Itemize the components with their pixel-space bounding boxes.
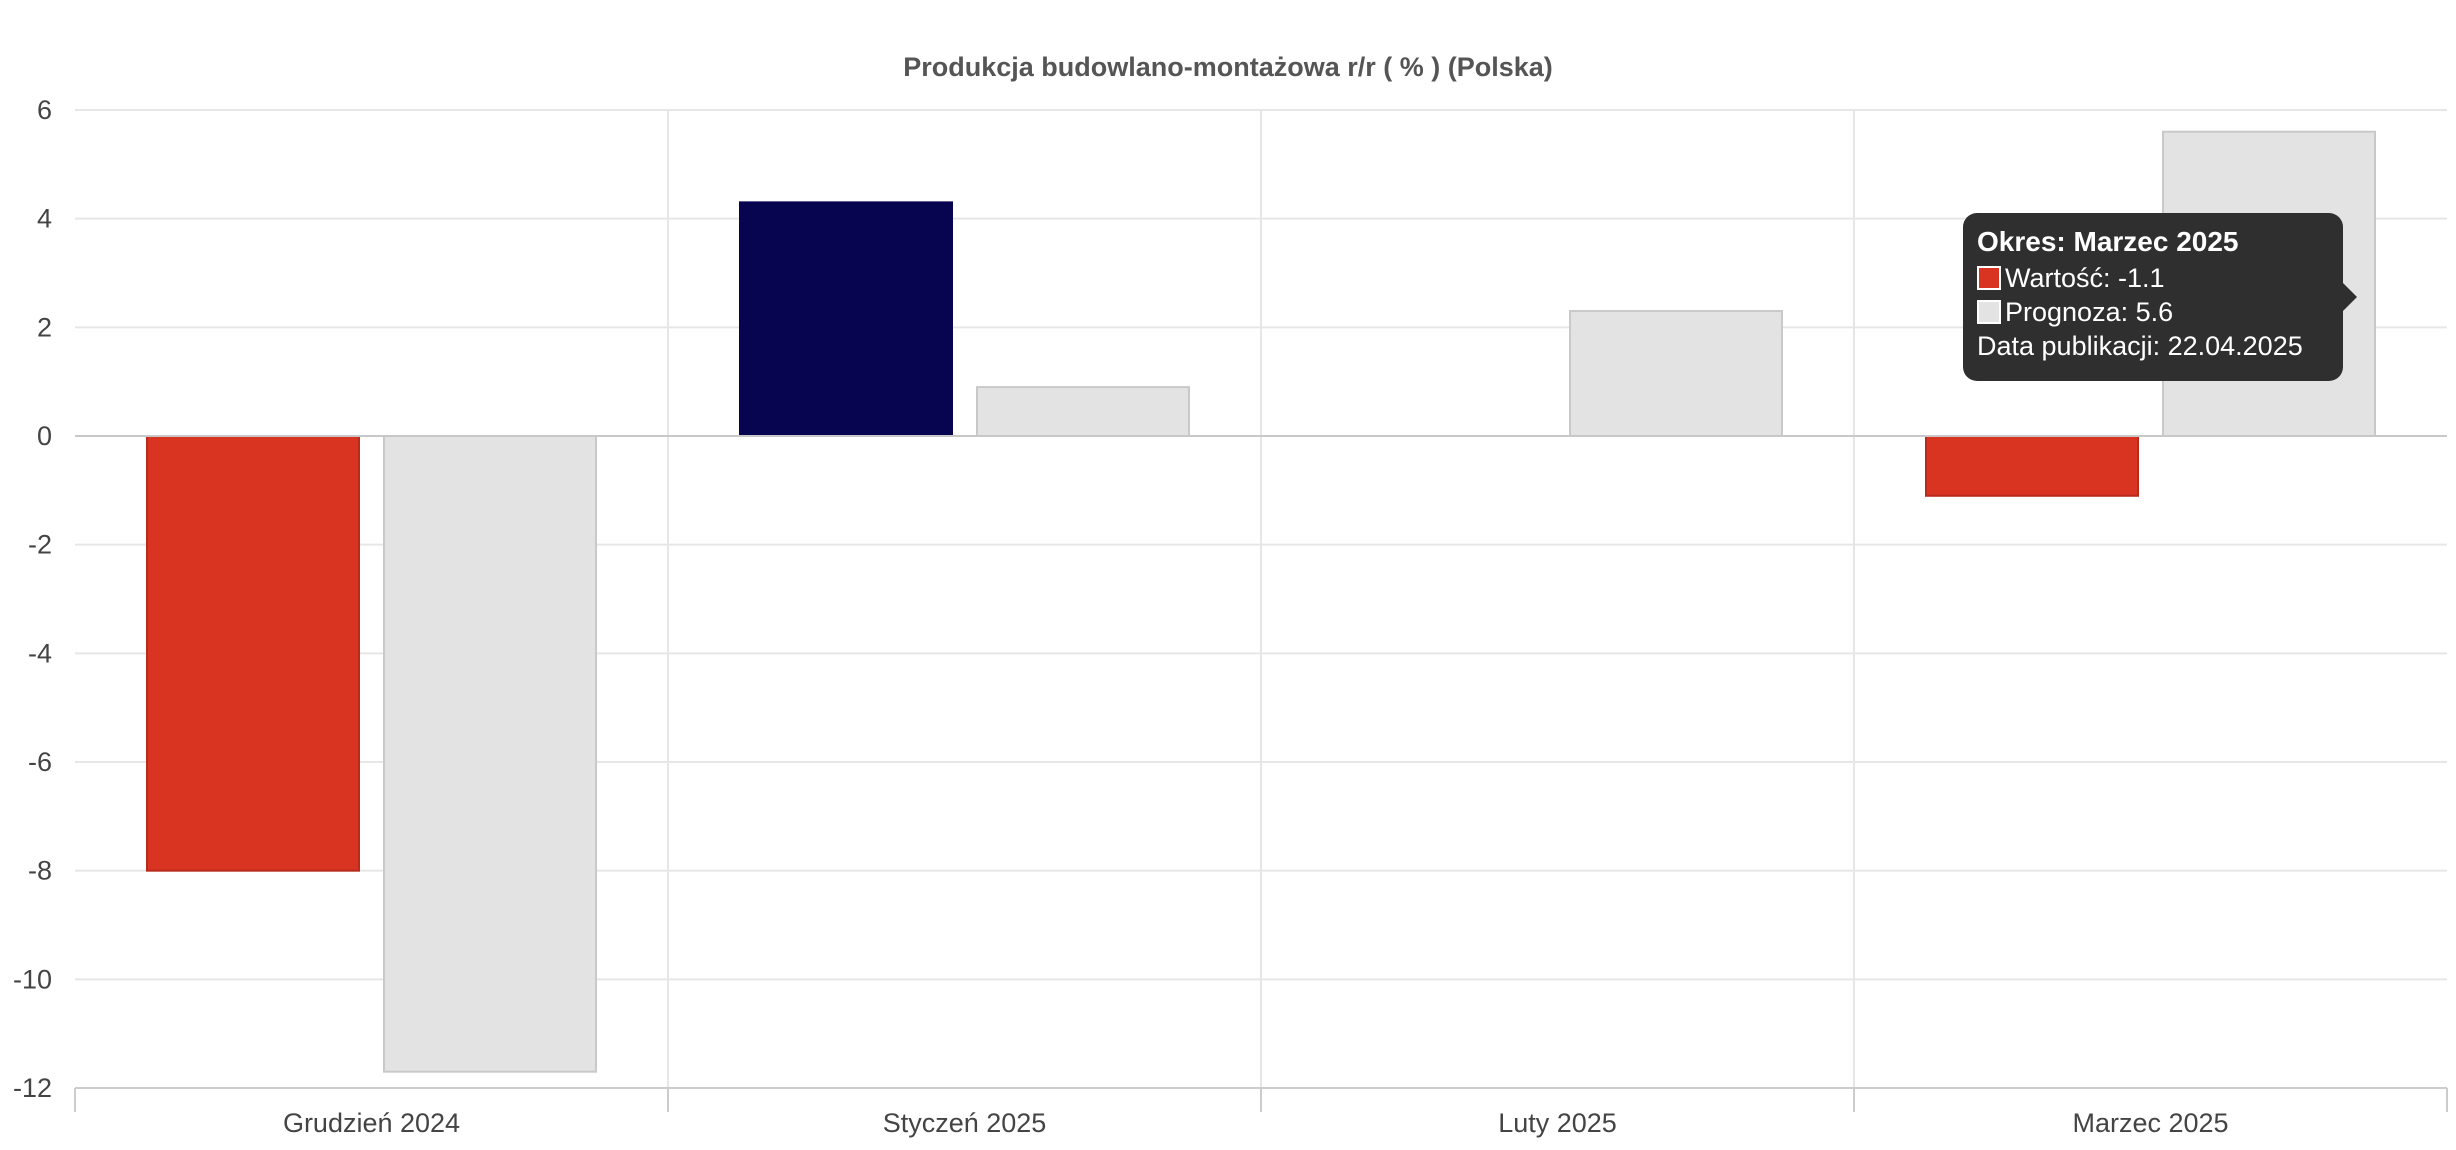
tooltip-forecast-label: Prognoza: 5.6 xyxy=(2005,297,2174,327)
bar-forecast xyxy=(383,435,597,1073)
x-tick-label: Luty 2025 xyxy=(1498,1108,1617,1138)
y-tick-label: 2 xyxy=(37,312,52,342)
forecast-swatch-icon xyxy=(1977,300,2001,324)
value-swatch-icon xyxy=(1977,266,2001,290)
tooltip-forecast-row: Prognoza: 5.6 xyxy=(1977,295,2329,329)
y-tick-label: -4 xyxy=(28,638,52,668)
x-tick-label: Grudzień 2024 xyxy=(283,1108,460,1138)
x-tick-label: Styczeń 2025 xyxy=(883,1108,1047,1138)
bar-value xyxy=(146,435,360,872)
axes: 6 4 2 0 -2 -4 -6 -8 -10 -12 Grudzień 2024 Styczeń 2… xyxy=(13,95,2448,1138)
y-tick-label: -6 xyxy=(28,747,52,777)
tooltip-value-label: Wartość: -1.1 xyxy=(2005,263,2165,293)
chart-title: Produkcja budowlano-montażowa r/r ( % ) … xyxy=(903,52,1553,82)
tooltip-arrow-icon xyxy=(2343,283,2357,311)
bar-value xyxy=(739,201,953,437)
tooltip-value-row: Wartość: -1.1 xyxy=(1977,261,2329,295)
y-tick-label: -8 xyxy=(28,856,52,886)
x-tick-label: Marzec 2025 xyxy=(2072,1108,2228,1138)
bar-forecast xyxy=(1569,310,1783,437)
tooltip-publication-label: Data publikacji: 22.04.2025 xyxy=(1977,331,2303,361)
y-tick-label: -10 xyxy=(13,964,52,994)
y-tick-label: 4 xyxy=(37,204,52,234)
y-tick-label: 6 xyxy=(37,95,52,125)
bars xyxy=(146,130,2376,1073)
tooltip-publication-row: Data publikacji: 22.04.2025 xyxy=(1977,329,2329,363)
bar-forecast xyxy=(976,386,1190,438)
bar-value xyxy=(1925,435,2139,497)
tooltip-title: Okres: Marzec 2025 xyxy=(1977,226,2239,257)
y-tick-label: 0 xyxy=(37,421,52,451)
data-tooltip: Okres: Marzec 2025 Wartość: -1.1 Prognoz… xyxy=(1963,213,2357,381)
y-tick-label: -12 xyxy=(13,1073,52,1103)
y-tick-label: -2 xyxy=(28,530,52,560)
